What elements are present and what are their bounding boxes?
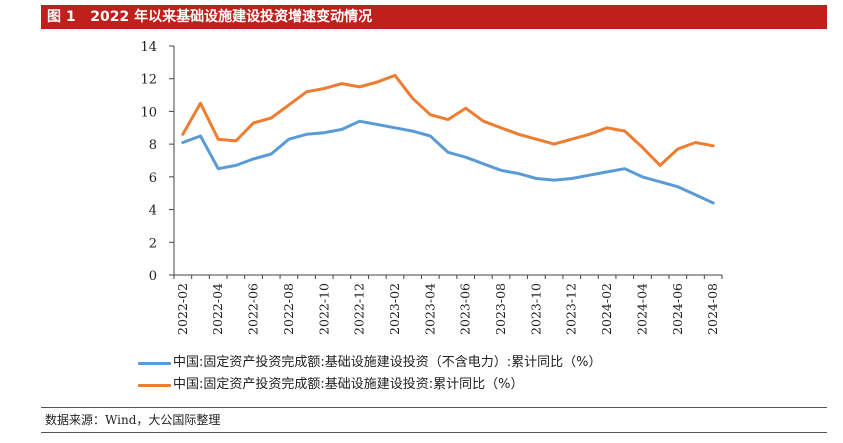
y-tick-label: 12 <box>140 73 157 88</box>
x-tick-label: 2024-06 <box>670 283 685 335</box>
legend-swatch-1 <box>138 384 171 387</box>
legend: 中国:固定资产投资完成额:基础设施建设投资（不含电力）:累计同比（%） 中国:固… <box>138 352 602 396</box>
series-lines <box>181 73 715 205</box>
header-bar <box>41 5 827 29</box>
x-tick-label: 2022-08 <box>281 283 296 335</box>
source-note: 数据来源：Wind，大公国际整理 <box>45 413 221 427</box>
y-tick-label: 2 <box>149 236 157 251</box>
source-divider <box>41 407 827 408</box>
x-tick-label: 2022-06 <box>246 283 261 335</box>
x-tick-label: 2023-04 <box>422 283 437 335</box>
y-axis: 0 2 4 6 8 10 12 14 <box>140 40 175 284</box>
figure-title: 图 1 2022 年以来基础设施建设投资增速变动情况 <box>47 9 373 25</box>
x-tick-label: 2024-08 <box>705 283 720 335</box>
x-tick-label: 2023-08 <box>493 283 508 335</box>
y-tick-label: 10 <box>140 105 157 120</box>
y-tick-label: 6 <box>149 171 157 186</box>
legend-label-0: 中国:固定资产投资完成额:基础设施建设投资（不含电力）:累计同比（%） <box>173 355 602 370</box>
x-tick-label: 2023-10 <box>528 283 543 335</box>
legend-label-1: 中国:固定资产投资完成额:基础设施建设投资:累计同比（%） <box>173 377 524 392</box>
x-tick-label: 2022-12 <box>352 283 367 335</box>
x-tick-label: 2023-02 <box>387 283 402 335</box>
x-axis: 2022-02 2022-04 2022-06 2022-08 2022-10 2022-… <box>173 274 723 335</box>
x-tick-label: 2024-04 <box>634 283 649 335</box>
x-tick-label: 2022-10 <box>316 283 331 335</box>
x-tick-label: 2023-06 <box>458 283 473 335</box>
series-line-1 <box>181 73 715 167</box>
x-tick-label: 2024-02 <box>599 283 614 335</box>
series-line-0 <box>181 119 715 205</box>
legend-item-1: 中国:固定资产投资完成额:基础设施建设投资:累计同比（%） <box>138 374 602 396</box>
legend-item-0: 中国:固定资产投资完成额:基础设施建设投资（不含电力）:累计同比（%） <box>138 352 602 374</box>
bottom-divider <box>41 432 827 433</box>
y-tick-label: 0 <box>149 269 157 284</box>
y-tick-label: 8 <box>149 138 157 153</box>
x-tick-label: 2022-04 <box>210 283 225 335</box>
line-chart: 0 2 4 6 8 10 12 14 2022-02 2022-04 2022-06 2022-08… <box>140 40 723 335</box>
y-tick-label: 4 <box>149 204 157 219</box>
legend-swatch-0 <box>138 362 171 365</box>
x-tick-label: 2023-12 <box>564 283 579 335</box>
x-tick-label: 2022-02 <box>175 283 190 335</box>
y-tick-label: 14 <box>140 40 157 55</box>
